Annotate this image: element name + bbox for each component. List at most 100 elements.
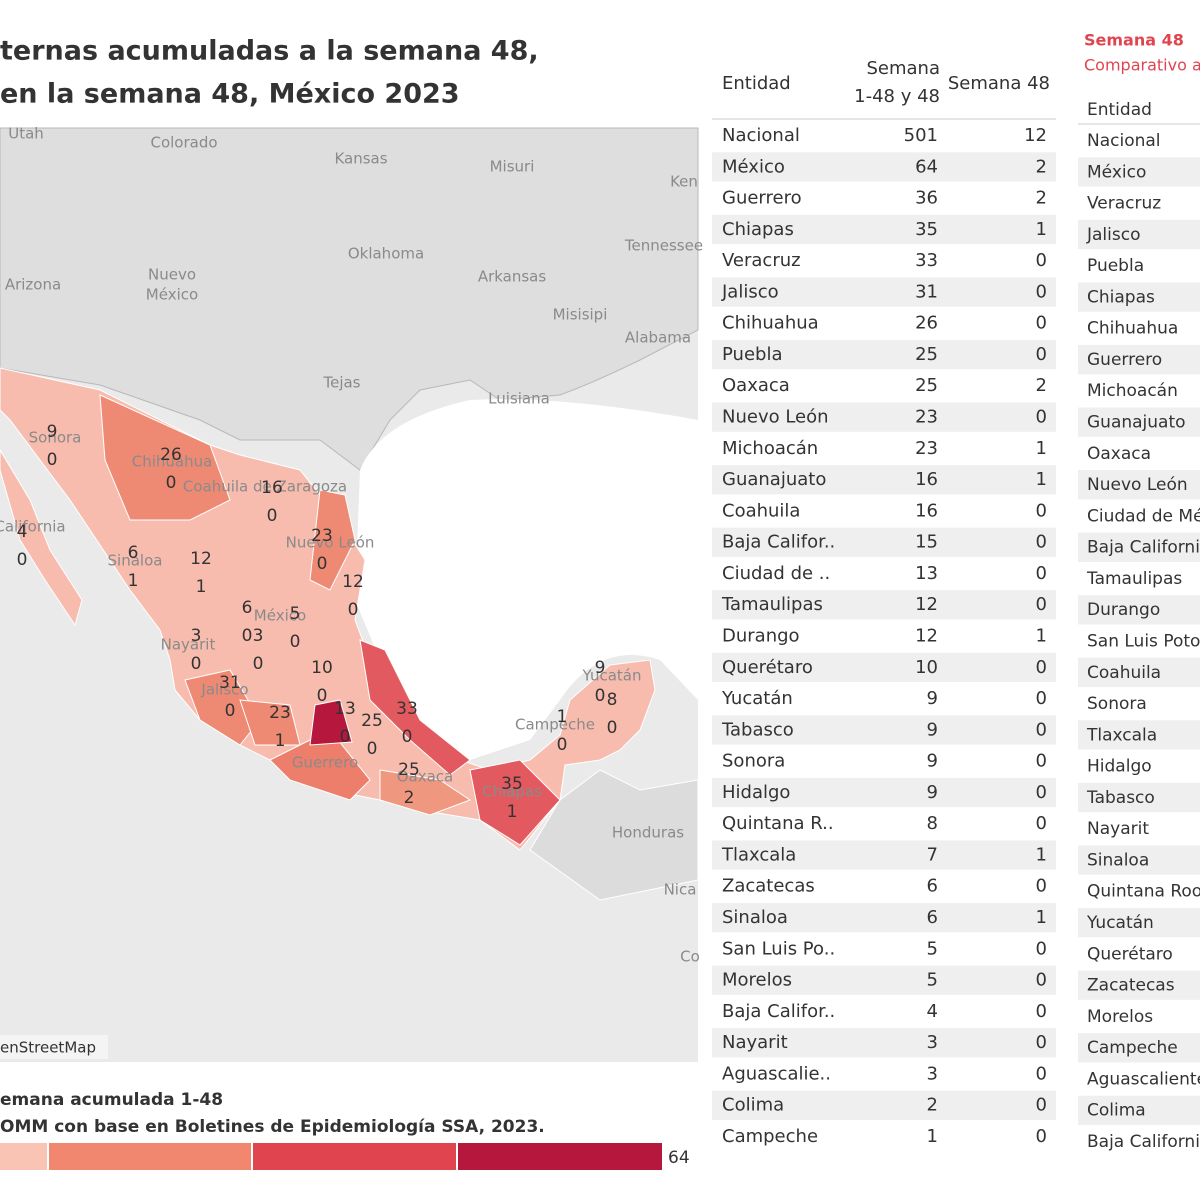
- cell: Aguascalie..: [722, 1063, 831, 1084]
- map-value: 6: [242, 598, 253, 618]
- cell: Guerrero: [722, 188, 802, 209]
- cell: 26: [915, 313, 938, 334]
- map-value: 35: [501, 774, 523, 794]
- cell: Puebla: [722, 344, 782, 365]
- cell: 9: [927, 688, 938, 709]
- cell: 12: [915, 625, 938, 646]
- row-stripe: [1078, 782, 1200, 813]
- cell: Nuevo León: [1087, 475, 1188, 495]
- cell: Morelos: [722, 970, 792, 991]
- row-stripe: [712, 903, 1056, 933]
- map-value: 0: [317, 686, 328, 706]
- row-stripe: [1078, 970, 1200, 1000]
- map-value: 0: [607, 718, 618, 738]
- cell: 1: [1036, 844, 1047, 865]
- place-label: México: [254, 607, 306, 625]
- cell: Hidalgo: [722, 782, 790, 803]
- place-label: California: [0, 518, 66, 536]
- state: [99, 394, 231, 521]
- cell: 6: [927, 907, 938, 928]
- map-value: 10: [311, 658, 333, 678]
- map-value: 1: [275, 731, 286, 751]
- cell: 0: [1036, 1032, 1047, 1053]
- map-value: 0: [402, 727, 413, 747]
- place-label: Tennessee: [624, 237, 703, 255]
- col-header: Semana: [866, 58, 940, 79]
- cell: 9: [927, 751, 938, 772]
- row-stripe: [712, 1090, 1056, 1120]
- legend-title: emana acumulada 1-48: [0, 1090, 223, 1110]
- map-value: 23: [311, 526, 333, 546]
- place-label: Yucatán: [582, 667, 642, 685]
- row-stripe: [712, 214, 1056, 245]
- us-land: [0, 127, 699, 471]
- cell: 0: [1036, 594, 1047, 615]
- row-stripe: [712, 777, 1056, 808]
- cell: 31: [915, 281, 938, 302]
- row-stripe: [1078, 908, 1200, 938]
- cell: 12: [1024, 125, 1047, 146]
- place-label: Oklahoma: [348, 245, 424, 263]
- cell: Zacatecas: [722, 876, 815, 897]
- map-value: 0: [47, 450, 58, 470]
- place-label: Ken: [670, 173, 698, 191]
- cell: 10: [915, 657, 938, 678]
- cell: Veracruz: [1087, 194, 1161, 214]
- cell: 25: [915, 375, 938, 396]
- row-stripe: [712, 965, 1056, 995]
- map-value: 6: [128, 543, 139, 563]
- place-label: Oaxaca: [397, 768, 454, 786]
- cell: Coahuila: [1087, 663, 1161, 683]
- row-stripe: [1078, 282, 1200, 312]
- cell: Michoacán: [722, 438, 818, 459]
- cell: Aguascaliente: [1087, 1069, 1200, 1089]
- cell: 0: [1036, 532, 1047, 553]
- place-label: Nuevo León: [286, 534, 375, 552]
- cell: Quintana Roo: [1087, 882, 1200, 902]
- cell: 12: [915, 594, 938, 615]
- cell: 0: [1036, 688, 1047, 709]
- central-america: [529, 769, 699, 901]
- cell: Guerrero: [1087, 350, 1162, 370]
- map-value: 13: [334, 699, 356, 719]
- cell: Ciudad de Méx: [1087, 506, 1200, 526]
- state: [379, 769, 472, 816]
- cell: 4: [927, 1001, 938, 1022]
- row-stripe: [712, 527, 1056, 557]
- cell: 0: [1036, 719, 1047, 740]
- row-stripe: [1078, 407, 1200, 437]
- map-value: 0: [290, 632, 301, 652]
- cell: 16: [915, 500, 938, 521]
- map-value: 1: [557, 707, 568, 727]
- row-stripe: [1078, 344, 1200, 375]
- cell: Sinaloa: [1087, 850, 1149, 870]
- cell: Baja Californi: [1087, 1132, 1200, 1152]
- cell: 13: [915, 563, 938, 584]
- cell: San Luis Potos: [1087, 631, 1200, 651]
- cell: Nacional: [722, 125, 800, 146]
- cell: 1: [1036, 469, 1047, 490]
- cell: Coahuila: [722, 500, 800, 521]
- cell: Yucatán: [721, 688, 793, 709]
- cell: 35: [915, 219, 938, 240]
- place-label: Chiapas: [482, 783, 542, 801]
- cell: 0: [1036, 813, 1047, 834]
- cell: 0: [1036, 250, 1047, 271]
- row-stripe: [712, 402, 1056, 432]
- map-value: 12: [342, 572, 364, 592]
- place-label: Honduras: [612, 824, 684, 842]
- row-stripe: [712, 652, 1056, 683]
- cell: 5: [927, 938, 938, 959]
- cell: 0: [1036, 938, 1047, 959]
- place-label: Colorado: [150, 134, 217, 152]
- cell: 1: [1036, 219, 1047, 240]
- row-stripe: [1078, 720, 1200, 750]
- cell: Querétaro: [722, 657, 813, 678]
- cell: 0: [1036, 876, 1047, 897]
- cell: 16: [915, 469, 938, 490]
- col-header: Semana 48: [948, 73, 1050, 94]
- cell: Nacional: [1087, 131, 1161, 151]
- cell: 0: [1036, 344, 1047, 365]
- cell: 0: [1036, 1063, 1047, 1084]
